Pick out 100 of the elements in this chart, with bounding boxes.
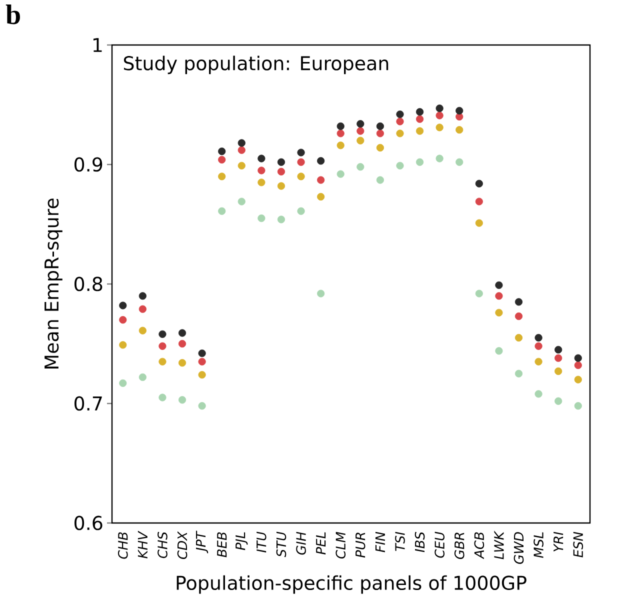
point — [574, 361, 582, 370]
point — [514, 370, 523, 378]
point — [436, 154, 444, 162]
x-tick-label: JPT — [196, 530, 208, 554]
point — [138, 373, 146, 381]
point — [336, 170, 344, 178]
point — [554, 346, 562, 354]
x-tick-label: STU — [276, 532, 286, 558]
point — [336, 130, 344, 138]
point — [456, 106, 464, 115]
point — [238, 146, 246, 154]
point — [138, 292, 146, 300]
point — [416, 108, 424, 116]
point — [534, 390, 542, 398]
point — [178, 396, 186, 404]
point — [495, 308, 503, 316]
point — [495, 347, 503, 355]
x-tick-label: PJL — [236, 532, 248, 550]
x-tick-label: GIH — [296, 532, 306, 555]
point — [475, 219, 483, 227]
x-tick-label: PEL — [316, 532, 326, 554]
annotation: Study population: European — [124, 56, 388, 74]
y-axis-title: Mean EmpR-squre — [44, 198, 62, 368]
point — [198, 371, 206, 379]
point — [554, 354, 562, 362]
point — [376, 122, 384, 130]
point — [514, 312, 523, 320]
x-tick-label: ITU — [256, 532, 266, 552]
point — [158, 342, 166, 350]
point — [475, 198, 483, 206]
point — [218, 156, 226, 164]
point — [158, 358, 166, 366]
point — [258, 178, 266, 186]
x-tick-label: IBS — [414, 532, 425, 552]
point — [416, 127, 424, 135]
point — [258, 154, 266, 162]
point — [574, 354, 582, 362]
point — [198, 349, 206, 358]
point — [495, 292, 503, 300]
point — [277, 158, 286, 166]
point — [456, 158, 464, 166]
point — [514, 334, 523, 342]
point — [218, 207, 226, 215]
y-tick-label: 0.7 — [74, 396, 102, 411]
point — [238, 198, 246, 206]
point — [336, 142, 344, 150]
x-axis-title: Population-specific panels of 1000GP — [176, 575, 526, 594]
point — [297, 158, 305, 166]
x-tick-label: GBR — [454, 532, 464, 559]
point — [138, 326, 146, 334]
point — [574, 376, 582, 384]
point — [475, 180, 483, 188]
x-tick-label: CHS — [158, 532, 168, 558]
point — [416, 115, 424, 123]
x-tick-label: KHV — [138, 530, 148, 558]
point — [317, 176, 325, 184]
point — [376, 130, 384, 138]
point — [436, 124, 444, 132]
point — [138, 305, 146, 313]
point — [436, 112, 444, 120]
point — [258, 214, 266, 222]
point — [119, 316, 127, 324]
point — [158, 394, 166, 402]
point — [158, 330, 166, 338]
point — [218, 172, 226, 180]
x-tick-label: YRI — [554, 532, 564, 552]
point — [178, 340, 186, 348]
point — [356, 127, 364, 135]
point — [178, 329, 186, 337]
point — [317, 157, 325, 165]
x-tick-label: CDX — [177, 531, 188, 559]
point — [317, 192, 325, 201]
text: b — [6, 4, 20, 24]
x-tick-label: FIN — [375, 532, 385, 552]
point — [495, 281, 503, 289]
point — [336, 122, 344, 130]
point — [297, 148, 305, 156]
x-tick-label: CLM — [336, 532, 346, 559]
point — [356, 136, 364, 144]
point — [475, 290, 483, 298]
point — [178, 359, 186, 367]
point — [396, 162, 404, 170]
point — [376, 176, 384, 184]
x-tick-label: ESN — [573, 532, 584, 558]
point — [416, 158, 424, 166]
point — [238, 139, 246, 147]
point — [456, 126, 464, 134]
x-tick-label: PUR — [356, 532, 366, 558]
point — [396, 118, 404, 126]
point — [574, 402, 582, 410]
point — [317, 290, 325, 298]
point — [436, 104, 444, 112]
y-tick-label: 0.8 — [74, 276, 102, 292]
x-tick-label: LWK — [494, 530, 504, 560]
x-tick-label: CHB — [118, 532, 128, 559]
point — [396, 130, 404, 138]
point — [534, 342, 542, 350]
point — [297, 172, 305, 180]
point — [356, 120, 364, 128]
point — [198, 402, 206, 410]
